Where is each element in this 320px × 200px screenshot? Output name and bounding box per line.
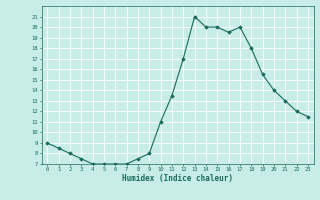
X-axis label: Humidex (Indice chaleur): Humidex (Indice chaleur)	[122, 174, 233, 183]
